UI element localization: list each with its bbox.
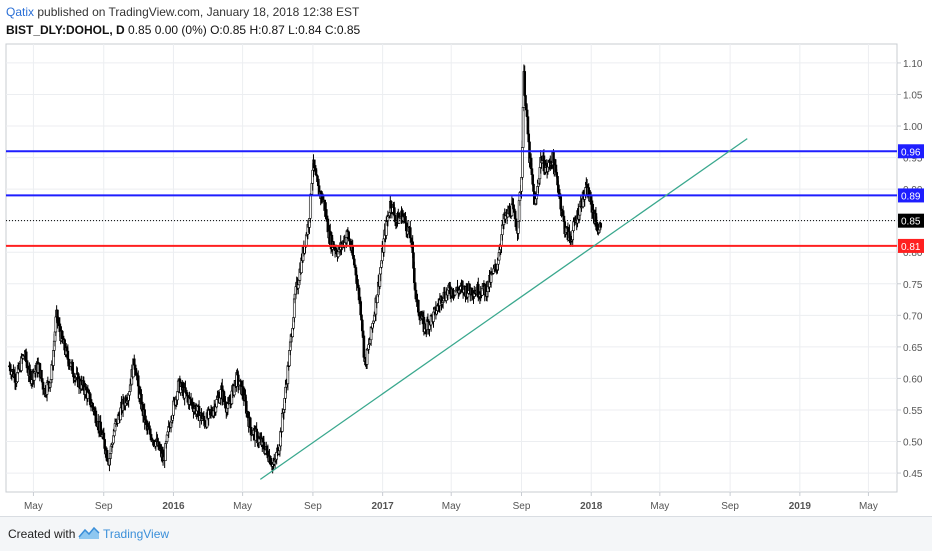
x-tick-label: Sep <box>721 501 739 512</box>
candle-body <box>184 387 187 393</box>
x-tick-label: May <box>650 501 669 512</box>
last-price-label: 0.85 <box>901 217 921 228</box>
level-label: 0.89 <box>901 191 921 202</box>
created-with-text: Created with <box>8 527 76 541</box>
x-tick-label: Sep <box>513 501 531 512</box>
candle-body <box>525 109 529 118</box>
publish-info: Qatix published on TradingView.com, Janu… <box>6 5 359 19</box>
candle-body <box>362 335 366 358</box>
candle-body <box>523 71 527 96</box>
candle-body <box>412 267 416 283</box>
level-label: 0.96 <box>901 147 921 158</box>
candle-body <box>365 348 369 365</box>
y-tick-label: 0.80 <box>903 248 923 259</box>
y-tick-label: 0.55 <box>903 406 923 417</box>
x-tick-label: 2016 <box>162 501 185 512</box>
quote-values: 0.85 0.00 (0%) O:0.85 H:0.87 L:0.84 C:0.… <box>128 23 361 37</box>
level-label-box <box>898 188 924 203</box>
candle-body <box>359 301 362 316</box>
candle-body <box>316 175 319 182</box>
x-tick-label: May <box>442 501 461 512</box>
candle-body <box>552 152 555 164</box>
price-chart[interactable]: 0.450.500.550.600.650.700.750.800.850.90… <box>0 0 932 516</box>
y-tick-label: 0.45 <box>903 469 923 480</box>
x-tick-label: May <box>233 501 252 512</box>
candle-body <box>248 417 252 429</box>
y-tick-label: 0.50 <box>903 438 923 449</box>
candle-body <box>532 183 535 192</box>
level-label-box <box>898 238 924 253</box>
candle-body <box>102 432 106 440</box>
x-tick-label: 2018 <box>580 501 603 512</box>
candle-body <box>176 391 179 401</box>
candle-body <box>497 259 500 265</box>
y-tick-label: 0.60 <box>903 374 923 385</box>
x-tick-label: 2017 <box>372 501 395 512</box>
candle-body <box>40 369 43 379</box>
y-tick-label: 0.95 <box>903 154 923 165</box>
candle-body <box>105 450 109 460</box>
y-tick-label: 1.00 <box>903 122 923 133</box>
y-tick-label: 0.75 <box>903 280 923 291</box>
candle-body <box>414 289 418 300</box>
candle-body <box>521 106 525 148</box>
x-tick-label: May <box>24 501 43 512</box>
x-tick-label: Sep <box>304 501 322 512</box>
published-text: published on TradingView.com, January 18… <box>37 5 360 19</box>
author-link[interactable]: Qatix <box>6 5 35 19</box>
candle-body <box>530 168 534 176</box>
tradingview-logo-icon[interactable] <box>78 525 100 541</box>
y-tick-label: 1.10 <box>903 59 923 70</box>
tradingview-link[interactable]: TradingView <box>103 527 170 541</box>
y-tick-label: 0.70 <box>903 311 923 322</box>
x-tick-label: 2019 <box>789 501 812 512</box>
candle-body <box>308 194 312 219</box>
candle-body <box>357 287 361 301</box>
x-tick-label: May <box>859 501 878 512</box>
candle-body <box>165 434 169 442</box>
last-price-box <box>898 213 924 228</box>
y-tick-label: 1.05 <box>903 90 923 101</box>
candle-body <box>599 223 603 228</box>
x-tick-label: Sep <box>95 501 113 512</box>
symbol-header: BIST_DLY:DOHOL, D 0.85 0.00 (0%) O:0.85 … <box>6 23 360 37</box>
level-label-box <box>898 144 924 159</box>
y-tick-label: 0.65 <box>903 343 923 354</box>
level-label: 0.81 <box>901 242 921 253</box>
footer-bar: Created with TradingView <box>0 516 932 551</box>
candle-body <box>404 216 407 224</box>
candle-body <box>215 399 218 408</box>
symbol-label: BIST_DLY:DOHOL, D <box>6 23 125 37</box>
trend-line <box>259 138 748 480</box>
